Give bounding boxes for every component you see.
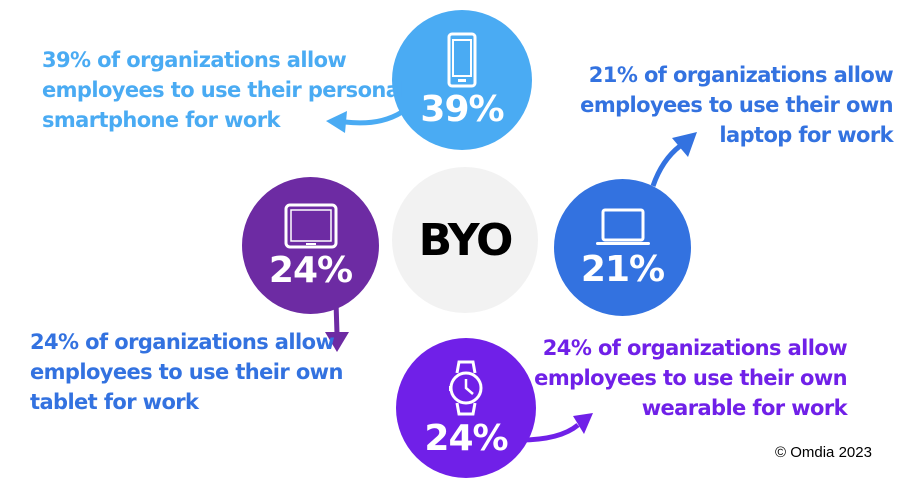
caption-line: tablet for work: [30, 390, 199, 414]
smartphone-circle: 39%: [392, 10, 532, 150]
wearable-circle: 24%: [396, 338, 536, 478]
laptop-percent: 21%: [580, 248, 665, 290]
caption-line: laptop for work: [719, 123, 893, 147]
tablet-circle: 24%: [242, 177, 379, 314]
caption-line: 24% of organizations allow: [30, 330, 335, 354]
tablet-icon: [284, 203, 337, 248]
smartphone-caption: 39% of organizations allow employees to …: [42, 45, 407, 135]
smartphone-icon: [447, 32, 477, 88]
caption-line: 24% of organizations allow: [542, 336, 848, 360]
tablet-caption: 24% of organizations allow employees to …: [30, 327, 343, 417]
watch-icon: [449, 360, 483, 416]
laptop-caption: 21% of organizations allow employees to …: [580, 60, 893, 150]
laptop-arrow: [650, 144, 682, 187]
smartphone-arrowhead-icon: [326, 111, 347, 133]
caption-line: 21% of organizations allow: [588, 63, 894, 87]
byo-label: BYO: [418, 214, 514, 266]
caption-line: smartphone for work: [42, 108, 280, 132]
caption-line: employees to use their personal: [42, 78, 407, 102]
smartphone-arrow: [344, 109, 404, 126]
laptop-circle: 21%: [554, 179, 691, 316]
caption-line: wearable for work: [641, 396, 848, 420]
laptop-icon: [595, 208, 650, 245]
byo-center-circle: BYO: [392, 167, 538, 313]
caption-line: employees to use their own: [534, 366, 847, 390]
copyright-notice: © Omdia 2023: [775, 444, 872, 461]
caption-line: employees to use their own: [580, 93, 893, 117]
wearable-percent: 24%: [424, 418, 508, 459]
smartphone-percent: 39%: [420, 89, 504, 130]
caption-line: employees to use their own: [30, 360, 343, 384]
wearable-arrowhead-icon: [573, 413, 593, 434]
tablet-percent: 24%: [268, 249, 353, 291]
caption-line: 39% of organizations allow: [42, 48, 347, 72]
wearable-caption: 24% of organizations allow employees to …: [534, 333, 847, 423]
tablet-arrowhead-icon: [325, 332, 349, 352]
laptop-arrowhead-icon: [672, 132, 697, 157]
